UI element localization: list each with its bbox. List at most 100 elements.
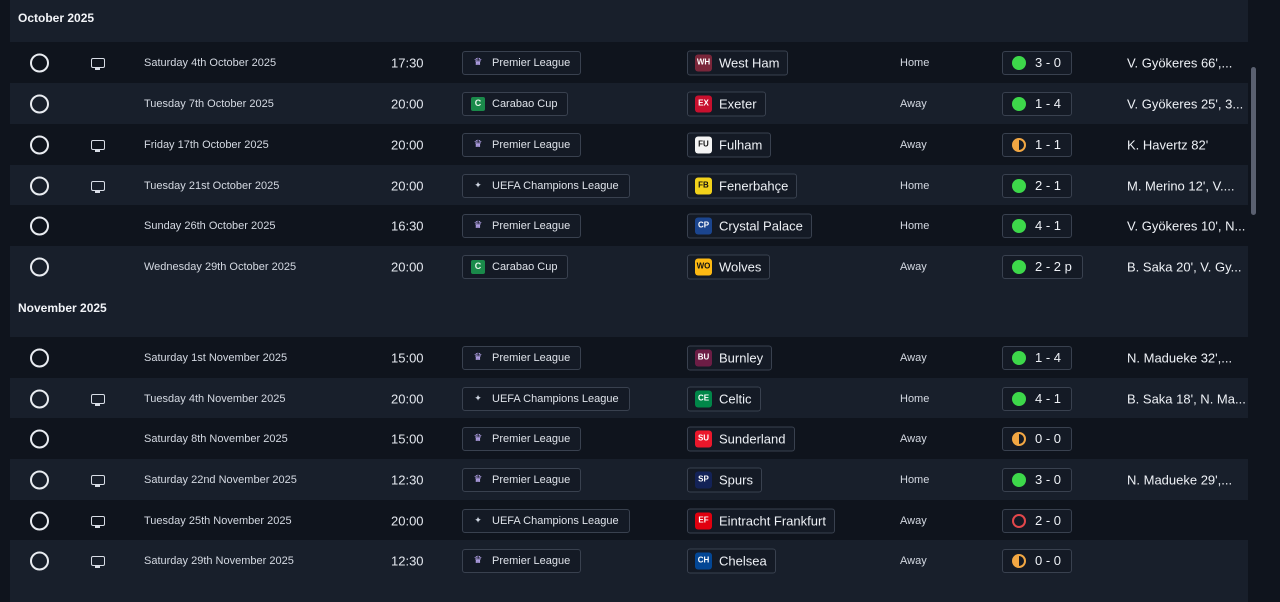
- opponent-name: Celtic: [719, 391, 752, 406]
- team-crest-icon: EX: [695, 95, 712, 112]
- tv-broadcast-icon: [91, 515, 105, 528]
- result-badge[interactable]: 4 - 1: [1002, 386, 1073, 411]
- opponent-badge[interactable]: FB Fenerbahçe: [687, 173, 798, 198]
- premier-league-icon: ♛: [473, 219, 483, 231]
- goal-scorers: K. Havertz 82': [1127, 137, 1209, 152]
- opponent-name: Fulham: [719, 137, 763, 152]
- venue: Away: [900, 260, 927, 273]
- competition-name: Carabao Cup: [492, 260, 558, 273]
- opponent-badge[interactable]: SU Sunderland: [687, 426, 795, 451]
- premier-league-icon: ♛: [473, 473, 483, 485]
- kickoff-time: 20:00: [391, 513, 424, 528]
- select-fixture-radio[interactable]: [30, 94, 49, 113]
- fixture-row[interactable]: Saturday 1st November 2025 15:00 ♛ Premi…: [10, 337, 1248, 378]
- goal-scorers: N. Madueke 32',...: [1127, 350, 1233, 365]
- result-loss-icon: [1012, 513, 1026, 528]
- select-fixture-radio[interactable]: [30, 511, 49, 530]
- carabao-cup-icon: C: [471, 96, 485, 111]
- competition-badge[interactable]: ♛ Premier League: [462, 467, 582, 492]
- select-fixture-radio[interactable]: [30, 470, 49, 489]
- opponent-badge[interactable]: CH Chelsea: [687, 548, 776, 573]
- result-win-icon: [1012, 178, 1026, 193]
- select-fixture-radio[interactable]: [30, 389, 49, 408]
- competition-badge[interactable]: ✦ UEFA Champions League: [462, 386, 630, 411]
- fixture-row[interactable]: Saturday 22nd November 2025 12:30 ♛ Prem…: [10, 459, 1248, 500]
- tv-broadcast-icon: [91, 57, 105, 70]
- score: 3 - 0: [1035, 55, 1062, 70]
- competition-badge[interactable]: ♛ Premier League: [462, 50, 582, 75]
- competition-badge[interactable]: C Carabao Cup: [462, 91, 569, 116]
- opponent-badge[interactable]: EF Eintracht Frankfurt: [687, 508, 835, 533]
- opponent-badge[interactable]: BU Burnley: [687, 345, 773, 370]
- competition-name: Carabao Cup: [492, 97, 558, 110]
- competition-badge[interactable]: ✦ UEFA Champions League: [462, 508, 630, 533]
- fixture-row[interactable]: Saturday 8th November 2025 15:00 ♛ Premi…: [10, 418, 1248, 459]
- select-fixture-radio[interactable]: [30, 429, 49, 448]
- venue: Away: [900, 138, 927, 151]
- competition-badge[interactable]: ♛ Premier League: [462, 213, 582, 238]
- result-badge[interactable]: 3 - 0: [1002, 50, 1073, 75]
- fixture-row[interactable]: Tuesday 25th November 2025 20:00 ✦ UEFA …: [10, 500, 1248, 541]
- result-badge[interactable]: 3 - 0: [1002, 467, 1073, 492]
- select-fixture-radio[interactable]: [30, 551, 49, 570]
- fixture-row[interactable]: Tuesday 7th October 2025 20:00 C Carabao…: [10, 83, 1248, 124]
- score: 1 - 4: [1035, 350, 1062, 365]
- team-crest-icon: FB: [695, 177, 712, 194]
- opponent-badge[interactable]: WH West Ham: [687, 50, 789, 75]
- kickoff-time: 20:00: [391, 391, 424, 406]
- goal-scorers: B. Saka 18', N. Ma...: [1127, 391, 1246, 406]
- score: 0 - 0: [1035, 431, 1062, 446]
- competition-badge[interactable]: ♛ Premier League: [462, 548, 582, 573]
- select-fixture-radio[interactable]: [30, 216, 49, 235]
- opponent-badge[interactable]: CP Crystal Palace: [687, 213, 812, 238]
- select-fixture-radio[interactable]: [30, 135, 49, 154]
- venue: Home: [900, 56, 930, 69]
- competition-badge[interactable]: C Carabao Cup: [462, 254, 569, 279]
- select-fixture-radio[interactable]: [30, 53, 49, 72]
- result-badge[interactable]: 1 - 4: [1002, 345, 1073, 370]
- fixture-date: Saturday 4th October 2025: [144, 56, 277, 69]
- result-badge[interactable]: 2 - 2 p: [1002, 254, 1083, 279]
- opponent-badge[interactable]: SP Spurs: [687, 467, 762, 492]
- competition-badge[interactable]: ♛ Premier League: [462, 426, 582, 451]
- result-badge[interactable]: 0 - 0: [1002, 426, 1073, 451]
- select-fixture-radio[interactable]: [30, 176, 49, 195]
- result-win-icon: [1012, 350, 1026, 365]
- team-crest-icon: CE: [695, 390, 712, 407]
- fixture-row[interactable]: Friday 17th October 2025 20:00 ♛ Premier…: [10, 124, 1248, 165]
- opponent-badge[interactable]: CE Celtic: [687, 386, 761, 411]
- fixture-row[interactable]: Tuesday 21st October 2025 20:00 ✦ UEFA C…: [10, 165, 1248, 206]
- opponent-badge[interactable]: EX Exeter: [687, 91, 766, 116]
- opponent-badge[interactable]: FU Fulham: [687, 132, 772, 157]
- kickoff-time: 12:30: [391, 553, 424, 568]
- scrollbar[interactable]: [1251, 67, 1256, 215]
- select-fixture-radio[interactable]: [30, 348, 49, 367]
- venue: Home: [900, 219, 930, 232]
- fixture-row[interactable]: Sunday 26th October 2025 16:30 ♛ Premier…: [10, 205, 1248, 246]
- fixture-date: Friday 17th October 2025: [144, 138, 269, 151]
- result-badge[interactable]: 4 - 1: [1002, 213, 1073, 238]
- select-fixture-radio[interactable]: [30, 257, 49, 276]
- premier-league-icon: ♛: [473, 56, 483, 68]
- fixture-date: Wednesday 29th October 2025: [144, 260, 297, 273]
- tv-broadcast-icon: [91, 555, 105, 568]
- fixture-row[interactable]: Saturday 4th October 2025 17:30 ♛ Premie…: [10, 42, 1248, 83]
- fixture-row[interactable]: Wednesday 29th October 2025 20:00 C Cara…: [10, 246, 1248, 287]
- score: 0 - 0: [1035, 553, 1062, 568]
- result-badge[interactable]: 1 - 4: [1002, 91, 1073, 116]
- result-badge[interactable]: 2 - 0: [1002, 508, 1073, 533]
- result-badge[interactable]: 0 - 0: [1002, 548, 1073, 573]
- opponent-name: Sunderland: [719, 431, 786, 446]
- fixture-row[interactable]: Saturday 29th November 2025 12:30 ♛ Prem…: [10, 540, 1248, 581]
- result-badge[interactable]: 1 - 1: [1002, 132, 1073, 157]
- competition-badge[interactable]: ✦ UEFA Champions League: [462, 173, 630, 198]
- competition-badge[interactable]: ♛ Premier League: [462, 345, 582, 370]
- fixture-row[interactable]: Tuesday 4th November 2025 20:00 ✦ UEFA C…: [10, 378, 1248, 419]
- competition-badge[interactable]: ♛ Premier League: [462, 132, 582, 157]
- month-header: November 2025: [10, 290, 1248, 334]
- competition-name: Premier League: [492, 473, 571, 486]
- tv-broadcast-icon: [91, 180, 105, 193]
- opponent-badge[interactable]: WO Wolves: [687, 254, 771, 279]
- score: 1 - 1: [1035, 137, 1062, 152]
- result-badge[interactable]: 2 - 1: [1002, 173, 1073, 198]
